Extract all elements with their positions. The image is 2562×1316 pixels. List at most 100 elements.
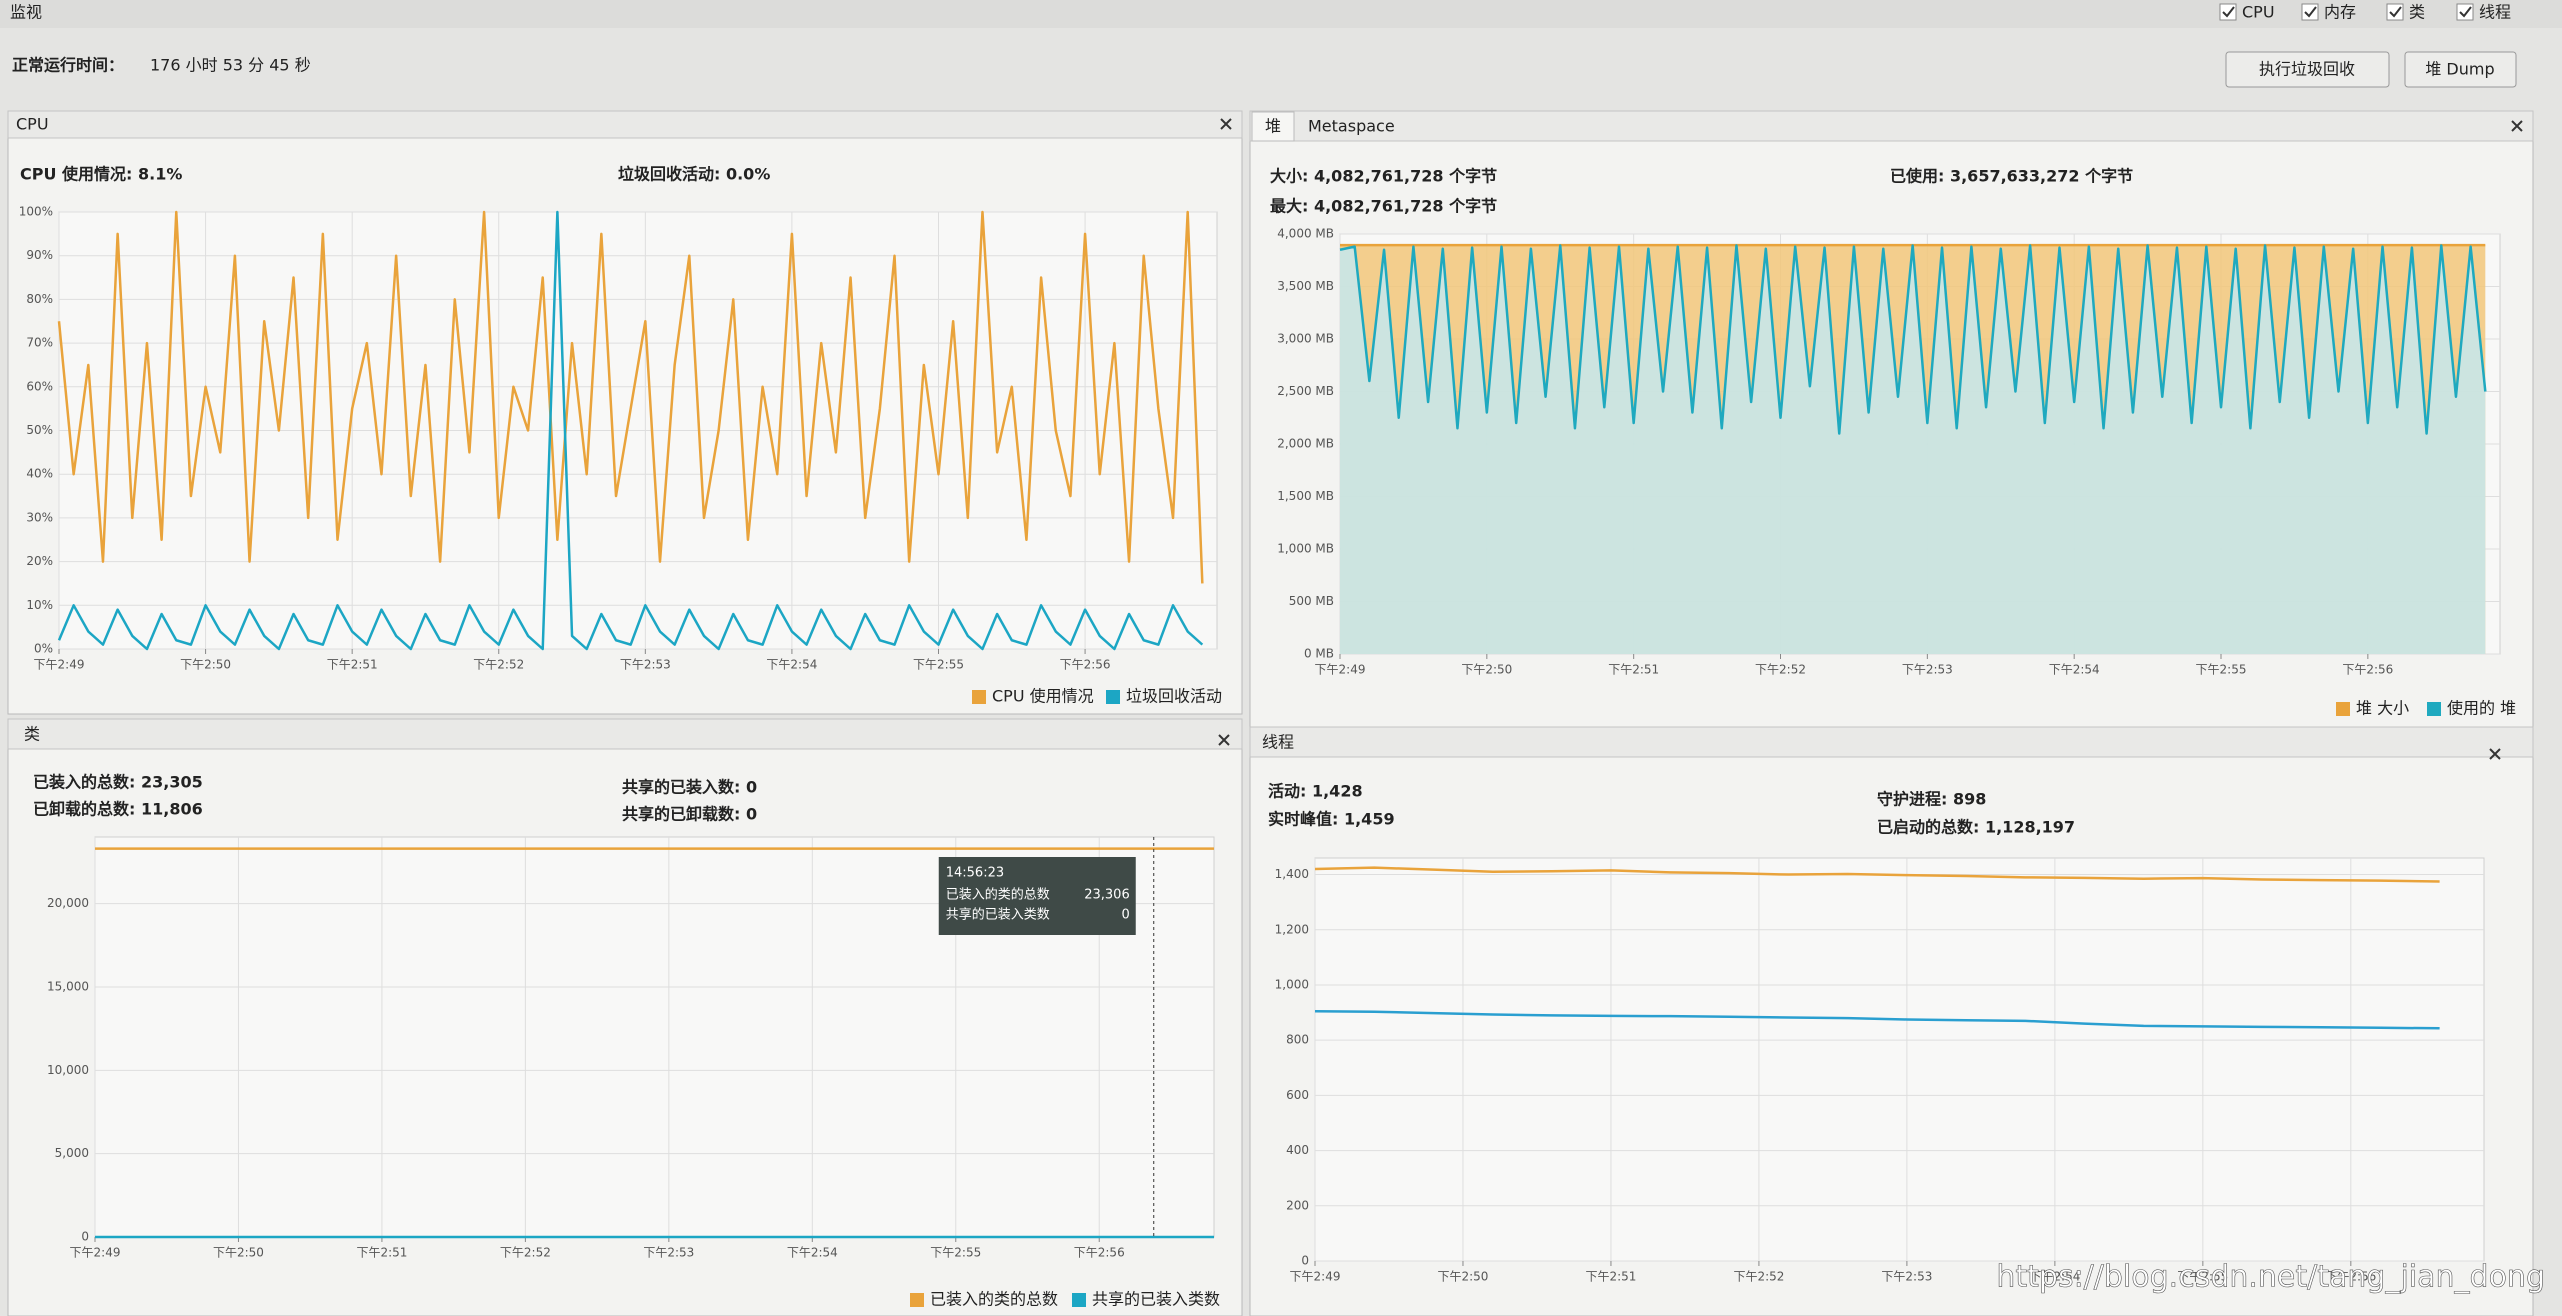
stat: CPU 使用情况: 8.1%: [20, 165, 182, 184]
y-tick-label: 20,000: [47, 896, 89, 910]
stat: 共享的已卸载数: 0: [622, 805, 757, 824]
tooltip-label: 共享的已装入类数: [946, 907, 1050, 923]
close-icon[interactable]: [2489, 748, 2501, 760]
x-tick-label: 下午2:52: [1755, 663, 1806, 677]
y-tick-label: 10%: [26, 598, 53, 612]
x-tick-label: 下午2:55: [930, 1246, 981, 1260]
legend-label: 垃圾回收活动: [1126, 687, 1222, 706]
x-tick-label: 下午2:52: [473, 658, 524, 672]
checkbox-label[interactable]: 线程: [2479, 3, 2511, 22]
x-tick-label: 下午2:53: [620, 658, 671, 672]
close-icon[interactable]: [2511, 120, 2523, 132]
x-tick-label: 下午2:51: [356, 1246, 407, 1260]
x-tick-label: 下午2:53: [1902, 663, 1953, 677]
y-tick-label: 60%: [26, 379, 53, 393]
x-tick-label: 下午2:51: [327, 658, 378, 672]
stat: 已使用: 3,657,633,272 个字节: [1890, 167, 2133, 186]
x-tick-label: 下午2:54: [2049, 663, 2100, 677]
series-line: [1314, 1009, 2440, 1030]
tab-title: 监视: [10, 3, 42, 22]
close-icon[interactable]: [1220, 118, 1232, 130]
x-tick-label: 下午2:50: [1437, 1270, 1488, 1284]
y-tick-label: 3,500 MB: [1277, 279, 1334, 293]
legend-label: 堆 大小: [2356, 699, 2409, 718]
y-tick-label: 600: [1286, 1088, 1309, 1102]
series-line: [1339, 244, 2487, 435]
panel-header: [1249, 726, 2534, 758]
stat: 最大: 4,082,761,728 个字节: [1270, 197, 1497, 216]
x-tick-label: 下午2:54: [2029, 1270, 2080, 1284]
heap-dump-button[interactable]: [2404, 51, 2517, 88]
panel-title: 线程: [1262, 733, 1294, 752]
gc-button-label[interactable]: 执行垃圾回收: [2259, 60, 2355, 79]
series-line: [57, 210, 1204, 584]
y-tick-label: 2,500 MB: [1277, 384, 1334, 398]
legend-label: 共享的已装入类数: [1092, 1290, 1220, 1309]
checkbox[interactable]: [2456, 3, 2474, 21]
heap-dump-button-label[interactable]: 堆 Dump: [2425, 60, 2494, 79]
stat: 实时峰值: 1,459: [1268, 810, 1395, 829]
tooltip-label: 已装入的类的总数: [946, 887, 1050, 903]
panel-header: [7, 110, 1243, 139]
checkbox[interactable]: [2219, 3, 2237, 21]
x-tick-label: 下午2:55: [2196, 663, 2247, 677]
legend-swatch: [2427, 702, 2441, 716]
checkboxes: CPU 内存 类 线程: [2219, 3, 2511, 22]
legend-swatch: [972, 690, 986, 704]
panel-title: 类: [24, 725, 40, 744]
legend-swatch: [910, 1293, 924, 1307]
legend-swatch: [1106, 690, 1120, 704]
tab-label[interactable]: 堆: [1265, 117, 1281, 136]
x-tick-label: 下午2:49: [1290, 1270, 1341, 1284]
y-tick-label: 1,500 MB: [1277, 489, 1334, 503]
y-tick-label: 70%: [26, 336, 53, 350]
y-tick-label: 1,000: [1275, 977, 1309, 991]
x-tick-label: 下午2:56: [2325, 1270, 2376, 1284]
x-tick-label: 下午2:56: [1074, 1246, 1125, 1260]
stat: 守护进程: 898: [1877, 790, 1986, 809]
y-tick-label: 0: [81, 1230, 89, 1244]
y-tick-label: 30%: [26, 510, 53, 524]
y-tick-label: 100%: [19, 205, 53, 219]
panel-header: [7, 718, 1243, 750]
checkbox[interactable]: [2301, 3, 2319, 21]
gc-button[interactable]: [2225, 51, 2390, 88]
x-tick-label: 下午2:49: [34, 658, 85, 672]
y-tick-label: 4,000 MB: [1277, 227, 1334, 241]
checkbox[interactable]: [2386, 3, 2404, 21]
x-tick-label: 下午2:56: [1060, 658, 1111, 672]
tooltip-value: 23,306: [1084, 888, 1130, 903]
panel-title: CPU: [16, 115, 49, 134]
legend-swatch: [1072, 1293, 1086, 1307]
y-tick-label: 800: [1286, 1033, 1309, 1047]
x-tick-label: 下午2:55: [2177, 1270, 2228, 1284]
x-tick-label: 下午2:50: [213, 1246, 264, 1260]
y-tick-label: 1,000 MB: [1277, 542, 1334, 556]
x-tick-label: 下午2:49: [1315, 663, 1366, 677]
y-tick-label: 15,000: [47, 980, 89, 994]
close-icon[interactable]: [1218, 734, 1230, 746]
x-tick-label: 下午2:51: [1608, 663, 1659, 677]
tab[interactable]: [1251, 111, 1295, 142]
checkbox-label[interactable]: CPU: [2242, 3, 2275, 22]
series-line: [57, 210, 1204, 651]
checkbox-label[interactable]: 类: [2409, 3, 2425, 22]
stat: 活动: 1,428: [1268, 782, 1363, 801]
tab-label[interactable]: Metaspace: [1308, 117, 1395, 136]
legend-swatch: [2336, 702, 2350, 716]
x-tick-label: 下午2:54: [787, 1246, 838, 1260]
y-tick-label: 50%: [26, 423, 53, 437]
x-tick-label: 下午2:56: [2342, 663, 2393, 677]
watermark: https://blog.csdn.net/tang_jian_dong: [1996, 1260, 2545, 1295]
y-tick-label: 20%: [26, 554, 53, 568]
y-tick-label: 500 MB: [1289, 594, 1334, 608]
y-tick-label: 0%: [34, 642, 53, 656]
y-tick-label: 200: [1286, 1198, 1309, 1212]
x-tick-label: 下午2:50: [180, 658, 231, 672]
x-tick-label: 下午2:52: [1733, 1270, 1784, 1284]
y-tick-label: 80%: [26, 292, 53, 306]
x-tick-label: 下午2:54: [766, 658, 817, 672]
stat: 大小: 4,082,761,728 个字节: [1270, 167, 1497, 186]
checkbox-label[interactable]: 内存: [2324, 3, 2356, 22]
